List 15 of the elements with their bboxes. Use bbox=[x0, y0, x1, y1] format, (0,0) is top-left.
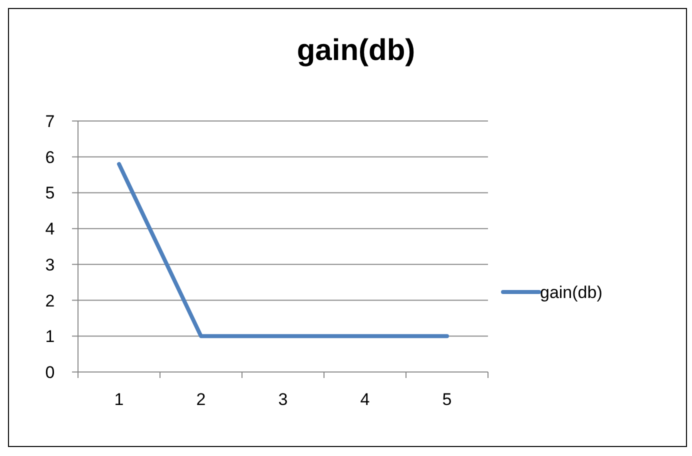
x-tick-label: 3 bbox=[278, 390, 288, 409]
y-tick-label: 6 bbox=[45, 148, 55, 167]
y-tick-label: 4 bbox=[45, 220, 55, 239]
y-tick-label: 3 bbox=[45, 255, 55, 274]
x-tick-label: 4 bbox=[360, 390, 370, 409]
y-tick-label: 0 bbox=[45, 363, 55, 382]
legend-label: gain(db) bbox=[540, 283, 602, 302]
chart-title: gain(db) bbox=[296, 34, 416, 67]
y-tick-label: 2 bbox=[45, 291, 55, 310]
y-tick-label: 1 bbox=[45, 327, 55, 346]
x-tick-label: 2 bbox=[196, 390, 206, 409]
y-tick-label: 7 bbox=[45, 112, 55, 131]
x-tick-label: 1 bbox=[114, 390, 124, 409]
x-tick-label: 5 bbox=[442, 390, 452, 409]
y-tick-label: 5 bbox=[45, 184, 55, 203]
